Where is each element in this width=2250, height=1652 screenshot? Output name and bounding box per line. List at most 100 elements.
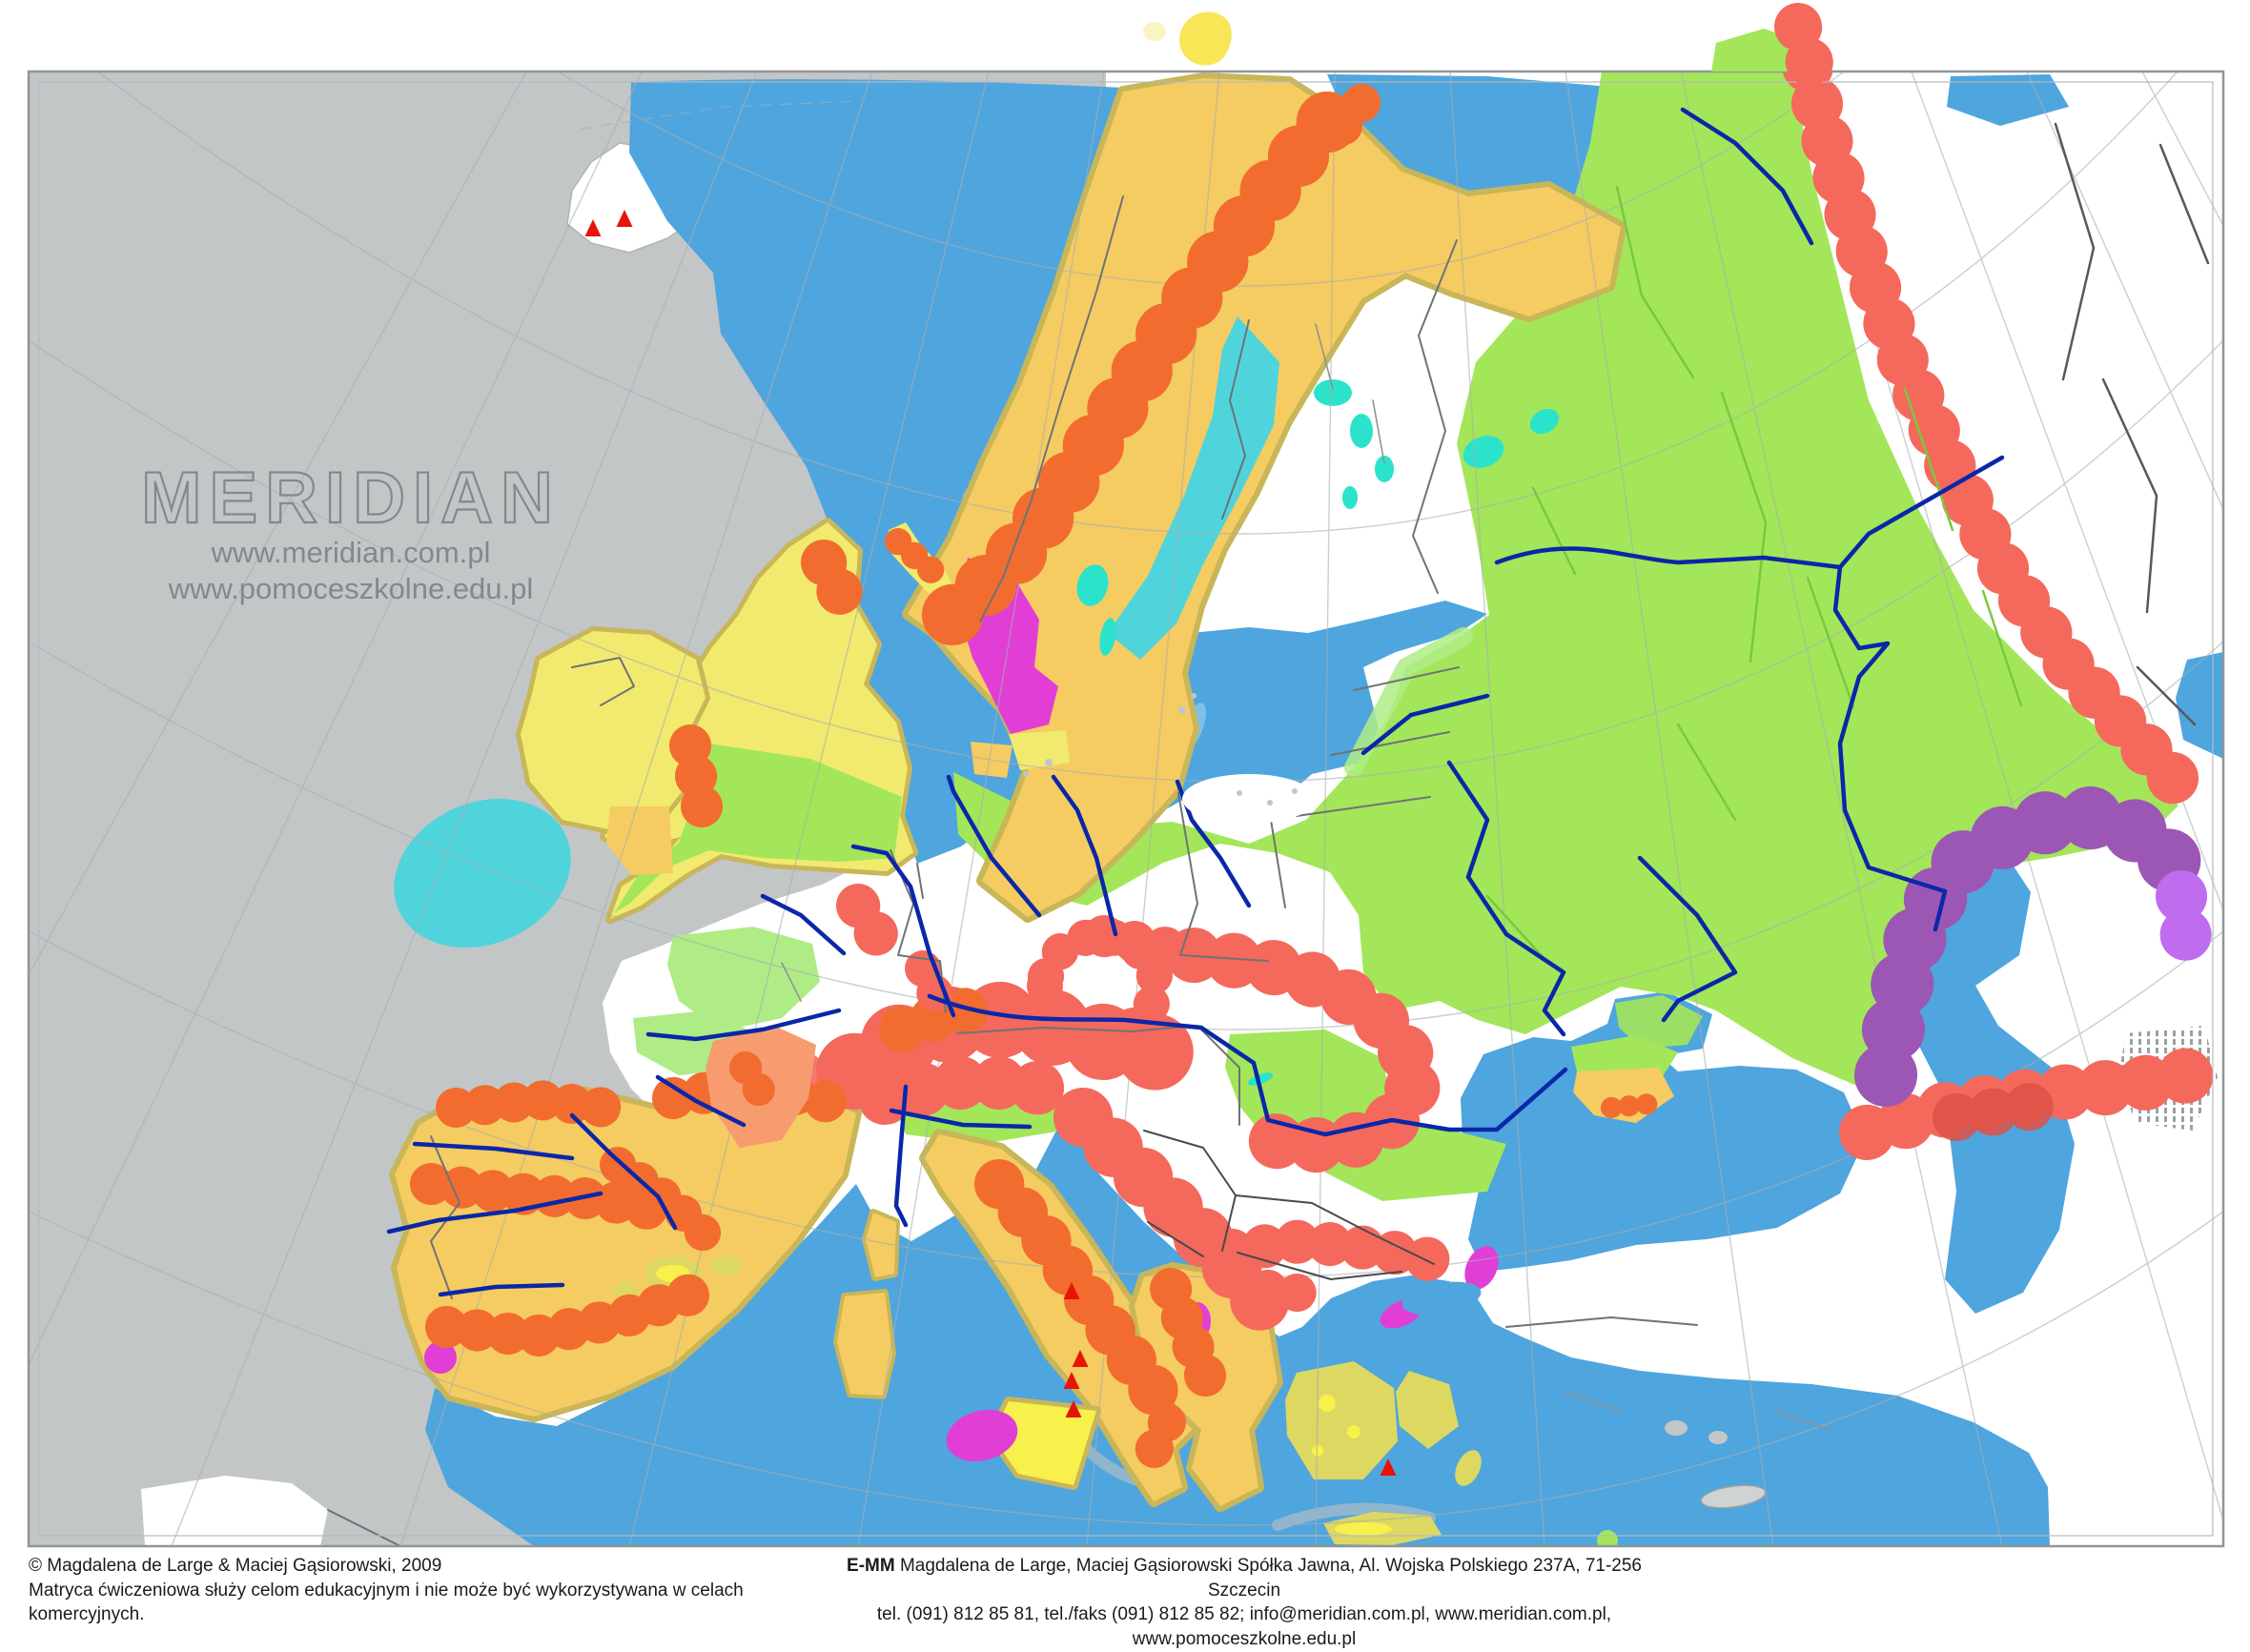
bay-of-biscay-shelf bbox=[394, 798, 571, 948]
caspian-violet-segment bbox=[2156, 870, 2215, 989]
major-rivers bbox=[386, 107, 2005, 1297]
lake-balaton bbox=[1247, 1072, 1274, 1086]
river-garonne bbox=[655, 1074, 747, 1128]
caucasus-high-ridge bbox=[1933, 1080, 2074, 1141]
river-tagus bbox=[386, 1191, 603, 1234]
watermark-url-2: www.pomoceszkolne.edu.pl bbox=[168, 572, 534, 605]
river-duero bbox=[412, 1141, 575, 1161]
top-yellow-blob bbox=[1178, 11, 1232, 66]
finnish-lake bbox=[1350, 414, 1373, 448]
kara-sea-patch bbox=[1947, 74, 2069, 126]
river-daugava bbox=[1360, 693, 1490, 756]
lake-speck bbox=[1292, 788, 1298, 794]
lake-vattern bbox=[1099, 618, 1116, 656]
lake-speck bbox=[1267, 800, 1273, 806]
corsica-island bbox=[862, 1209, 900, 1281]
cyclades-core bbox=[1319, 1395, 1336, 1412]
archipelago-speck bbox=[1178, 706, 1186, 714]
volcano-icon bbox=[1065, 1400, 1082, 1417]
minor-rivers bbox=[781, 185, 2023, 1431]
dodecanese-islands bbox=[1396, 1371, 1459, 1449]
england-lowland bbox=[614, 744, 902, 913]
river-guadalquivir bbox=[438, 1282, 565, 1297]
finnish-lake bbox=[1342, 486, 1358, 509]
scottish-highlands-ridge bbox=[801, 540, 873, 635]
armorican-lowland bbox=[667, 927, 820, 1031]
river-po bbox=[889, 1108, 1033, 1130]
volcano-icon bbox=[1380, 1458, 1397, 1476]
east-european-platform bbox=[953, 71, 2178, 1087]
gibraltar-magenta bbox=[424, 1341, 457, 1374]
cyprus-island bbox=[1700, 1484, 1767, 1509]
rhodope-ridge bbox=[1249, 1270, 1344, 1315]
bohemian-massif-ring bbox=[1027, 918, 1174, 1053]
masuria-white-patch bbox=[1182, 774, 1316, 824]
apennines-ridge bbox=[974, 1159, 1192, 1434]
carpathians-ridge bbox=[1166, 928, 1446, 1173]
scania-patch bbox=[1009, 730, 1070, 770]
river-elbe bbox=[946, 774, 1042, 918]
pindus-ridge bbox=[1150, 1268, 1234, 1415]
cantabrian-ridge bbox=[436, 1080, 642, 1130]
vosges-massif bbox=[905, 950, 962, 1030]
map-frame-inner bbox=[38, 81, 2214, 1537]
wales-upland bbox=[606, 806, 673, 875]
watermark-brand: MERIDIAN bbox=[141, 458, 561, 539]
volcano-icon bbox=[1063, 1372, 1080, 1389]
publisher-contact: tel. (091) 812 85 81, tel./faks (091) 81… bbox=[876, 1604, 1612, 1649]
mountain-ridges bbox=[410, 71, 2223, 1478]
lake-speck bbox=[1237, 790, 1242, 796]
europe-physical-outline-map: MERIDIAN www.meridian.com.pl www.pomoces… bbox=[27, 3, 2225, 1649]
lake-onega bbox=[1529, 408, 1560, 435]
lake-vanern bbox=[1076, 564, 1109, 606]
footer-copyright: © Magdalena de Large & Maciej Gąsiorowsk… bbox=[29, 1554, 849, 1627]
crimea-ridge bbox=[1601, 1093, 1660, 1118]
watermark: MERIDIAN www.meridian.com.pl www.pomoces… bbox=[140, 457, 561, 605]
shetland-ridge bbox=[885, 528, 955, 593]
frame-overflow-shapes bbox=[1143, 3, 1835, 92]
cyclades-core bbox=[1347, 1425, 1360, 1438]
crete-shelf-strip bbox=[1272, 1502, 1436, 1531]
river-loire bbox=[645, 1008, 842, 1042]
sicily-west-magenta bbox=[946, 1410, 1018, 1461]
balearic-menorca bbox=[711, 1256, 742, 1275]
rhodes-island bbox=[1455, 1450, 1482, 1486]
volcano-icon bbox=[1072, 1350, 1089, 1367]
aral-sea bbox=[2176, 652, 2223, 759]
cyclades-core bbox=[1312, 1445, 1323, 1457]
river-dnieper bbox=[1446, 760, 1566, 1037]
archipelago-speck bbox=[1045, 759, 1053, 766]
balkan-ridge bbox=[1210, 1219, 1456, 1282]
river-ebro bbox=[569, 1112, 678, 1231]
baltic-coast-green-rim bbox=[1344, 627, 1473, 777]
publisher-brand: E-MM bbox=[847, 1556, 895, 1576]
gulf-of-bothnia bbox=[1108, 316, 1279, 660]
volcano-icon bbox=[584, 219, 602, 236]
publisher-line: E-MM Magdalena de Large, Maciej Gąsiorow… bbox=[839, 1554, 1649, 1602]
massif-central-ridge bbox=[729, 1051, 785, 1122]
scandinavia-caledonian-belt bbox=[902, 72, 1626, 923]
africa-east-land bbox=[2050, 1468, 2223, 1546]
river-pechora bbox=[1680, 107, 1814, 246]
map-frame-outer bbox=[27, 70, 2225, 1548]
bosphorus-magenta bbox=[1464, 1246, 1499, 1290]
scandinavian-mountains-ridge bbox=[890, 92, 1358, 667]
ural-mountains-ridge bbox=[1782, 71, 2207, 813]
footer-publisher: E-MM Magdalena de Large, Maciej Gąsiorow… bbox=[839, 1554, 1649, 1652]
morocco-land bbox=[141, 1476, 328, 1546]
calabria-ridge bbox=[1131, 1403, 1186, 1478]
license-line: Matryca ćwiczeniowa służy celom edukacyj… bbox=[29, 1580, 744, 1625]
watermark-url-1: www.meridian.com.pl bbox=[211, 536, 491, 569]
country-borders bbox=[327, 122, 2210, 1546]
black-sea bbox=[1461, 991, 1865, 1272]
betic-ridge bbox=[425, 1274, 711, 1357]
river-seine bbox=[760, 893, 847, 956]
river-danube bbox=[927, 993, 1568, 1137]
river-kama bbox=[1837, 455, 2005, 570]
top-pale-blob bbox=[1143, 22, 1166, 41]
river-rhone bbox=[893, 1084, 909, 1228]
archipelago-speck bbox=[1023, 771, 1029, 777]
ural-overflow bbox=[1774, 3, 1835, 92]
iberian-central-ridge bbox=[410, 1163, 688, 1234]
river-volga bbox=[1494, 546, 1948, 932]
